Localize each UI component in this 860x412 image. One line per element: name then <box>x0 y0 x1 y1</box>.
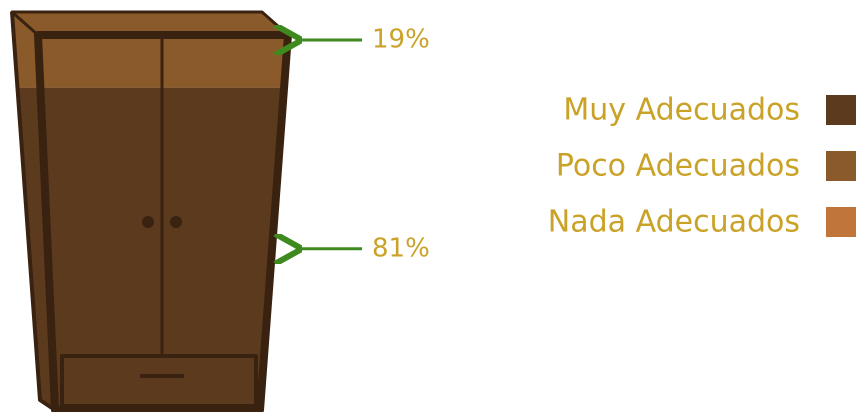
labels: 81% 19% <box>296 25 430 264</box>
legend-swatch <box>826 95 856 125</box>
wardrobe-side <box>10 11 57 412</box>
value-label: 19% <box>372 25 430 55</box>
legend: Muy Adecuados Poco Adecuados Nada Adecuado… <box>548 93 856 240</box>
drawer <box>60 354 258 408</box>
knob <box>142 216 154 228</box>
wardrobe-frame <box>10 10 292 412</box>
legend-label: Nada Adecuados <box>548 205 800 240</box>
knob <box>170 216 182 228</box>
fill-segment <box>12 12 288 88</box>
wardrobe-front <box>34 31 292 412</box>
legend-swatch <box>826 207 856 237</box>
legend-swatch <box>826 151 856 181</box>
value-label: 81% <box>372 233 430 263</box>
legend-label: Poco Adecuados <box>556 149 800 184</box>
legend-label: Muy Adecuados <box>563 93 800 128</box>
